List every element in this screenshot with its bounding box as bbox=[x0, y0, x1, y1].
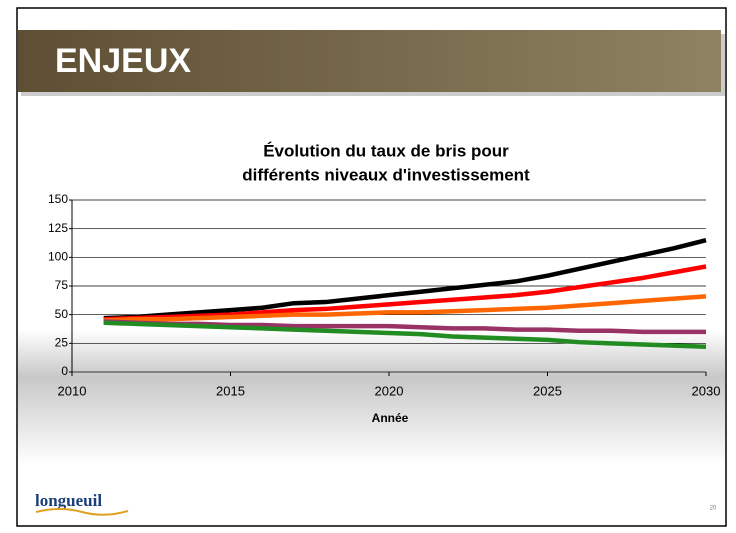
series-line bbox=[103, 320, 707, 350]
background-band bbox=[18, 330, 725, 465]
y-tick-label: 75 bbox=[55, 278, 69, 292]
header-band bbox=[18, 30, 721, 92]
y-tick-label: 50 bbox=[55, 307, 69, 321]
x-axis-label: Année bbox=[372, 411, 409, 425]
y-tick-label: 100 bbox=[48, 250, 68, 264]
series-line bbox=[103, 319, 706, 335]
logo: longueuil bbox=[35, 491, 102, 510]
chart-title: Évolution du taux de bris pour bbox=[263, 141, 509, 160]
x-tick-label: 2020 bbox=[375, 383, 404, 398]
page-number: 20 bbox=[710, 506, 717, 512]
x-tick-label: 2010 bbox=[58, 383, 87, 398]
x-tick-label: 2030 bbox=[692, 383, 721, 398]
y-tick-label: 0 bbox=[61, 364, 68, 378]
series-line bbox=[103, 294, 707, 323]
x-tick-label: 2015 bbox=[216, 383, 245, 398]
logo-swoosh bbox=[35, 508, 129, 516]
x-tick-label: 2025 bbox=[533, 383, 562, 398]
y-tick-label: 125 bbox=[48, 221, 68, 235]
series-line bbox=[103, 264, 707, 322]
slide-heading: ENJEUX bbox=[55, 42, 191, 80]
chart-title: différents niveaux d'investissement bbox=[242, 165, 530, 184]
y-tick-label: 150 bbox=[48, 192, 68, 206]
y-tick-label: 25 bbox=[55, 336, 69, 350]
series-line bbox=[103, 237, 707, 321]
